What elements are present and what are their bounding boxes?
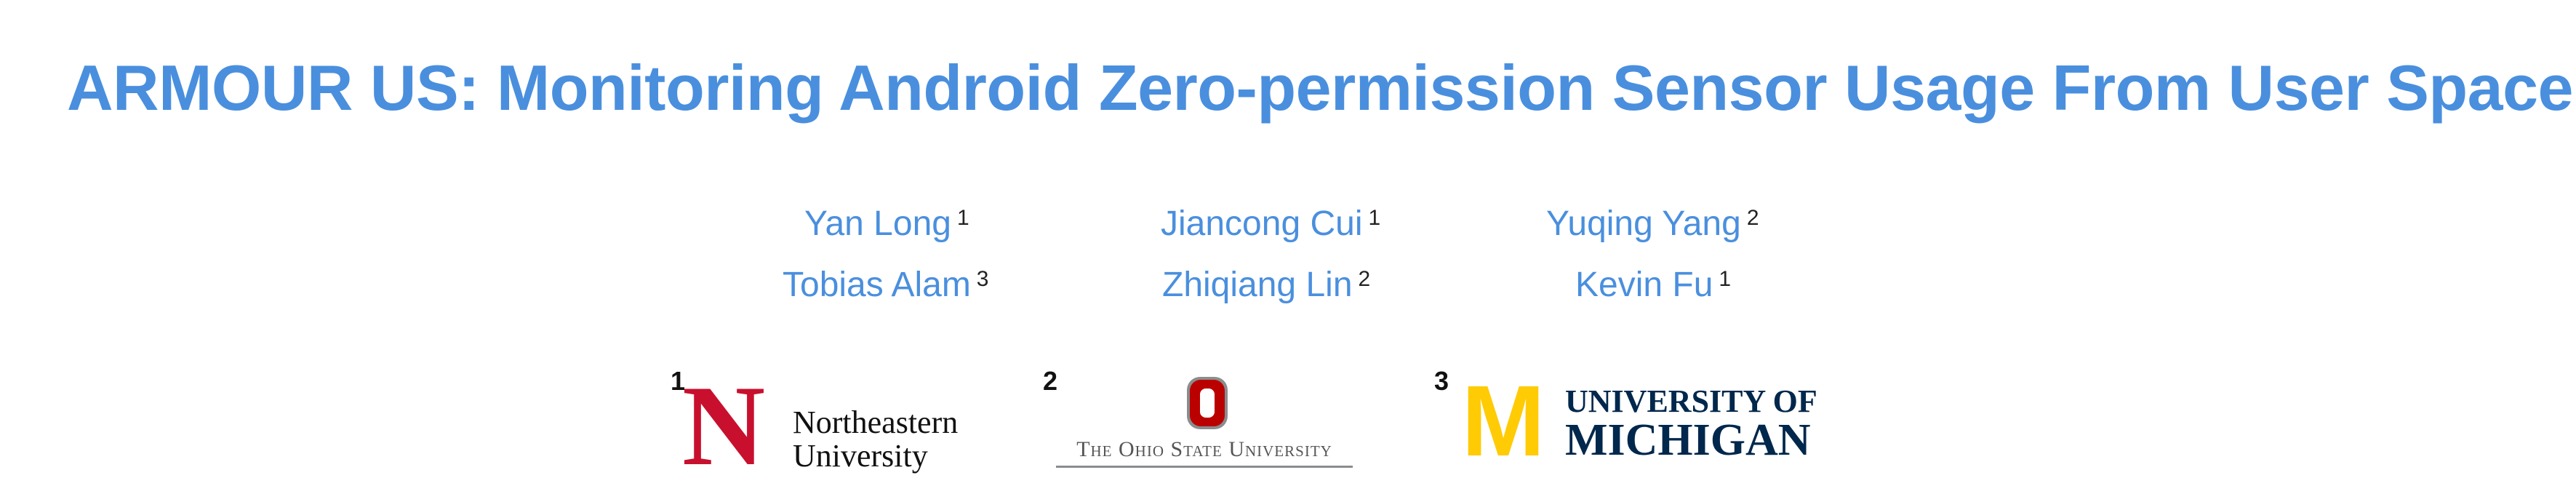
michigan-wordmark-line1: UNIVERSITY OF xyxy=(1565,383,1817,419)
michigan-wordmark-line2: MICHIGAN xyxy=(1565,415,1811,465)
author-affiliation-number: 1 xyxy=(956,206,969,230)
svg-text:N: N xyxy=(684,375,764,470)
northeastern-wordmark-line1: Northeastern xyxy=(793,405,959,440)
michigan-block-m-icon: M xyxy=(1462,380,1545,461)
northeastern-wordmark-line2: University xyxy=(793,438,928,474)
northeastern-university-logo: N Northeastern University xyxy=(684,375,975,474)
author-link-tobias-alam[interactable]: Tobias Alam 3 xyxy=(783,263,988,307)
author-name: Yuqing Yang xyxy=(1546,204,1741,243)
affiliation-number-2: 2 xyxy=(1043,366,1058,396)
author-affiliation-number: 1 xyxy=(1719,267,1732,291)
university-of-michigan-logo: M UNIVERSITY OF MICHIGAN xyxy=(1449,380,1841,467)
ohio-state-university-logo: O The Ohio State University xyxy=(1055,375,1360,470)
author-link-jiancong-cui[interactable]: Jiancong Cui 1 xyxy=(1161,202,1380,246)
author-affiliation-number: 1 xyxy=(1368,206,1381,230)
author-name: Kevin Fu xyxy=(1575,266,1713,304)
author-link-yuqing-yang[interactable]: Yuqing Yang 2 xyxy=(1546,202,1759,246)
ohio-state-block-o-icon: O xyxy=(1187,377,1228,429)
author-name: Yan Long xyxy=(804,204,951,243)
author-link-zhiqiang-lin[interactable]: Zhiqiang Lin 2 xyxy=(1162,263,1370,307)
author-affiliation-number: 2 xyxy=(1746,206,1759,230)
ohio-state-underline xyxy=(1056,466,1353,468)
page-title: ARMOUR US: Monitoring Android Zero-permi… xyxy=(67,52,2573,124)
author-name: Tobias Alam xyxy=(783,266,971,304)
author-link-kevin-fu[interactable]: Kevin Fu 1 xyxy=(1575,263,1731,307)
svg-text:M: M xyxy=(1462,380,1545,461)
ohio-state-wordmark: The Ohio State University xyxy=(1076,437,1332,461)
author-name: Jiancong Cui xyxy=(1161,204,1363,243)
affiliation-number-1: 1 xyxy=(671,366,686,396)
northeastern-n-icon: N xyxy=(684,375,764,470)
author-affiliation-number: 3 xyxy=(976,267,989,291)
author-link-yan-long[interactable]: Yan Long 1 xyxy=(804,202,969,246)
author-affiliation-number: 2 xyxy=(1358,267,1371,291)
affiliation-number-3: 3 xyxy=(1434,366,1449,396)
author-name: Zhiqiang Lin xyxy=(1162,266,1353,304)
